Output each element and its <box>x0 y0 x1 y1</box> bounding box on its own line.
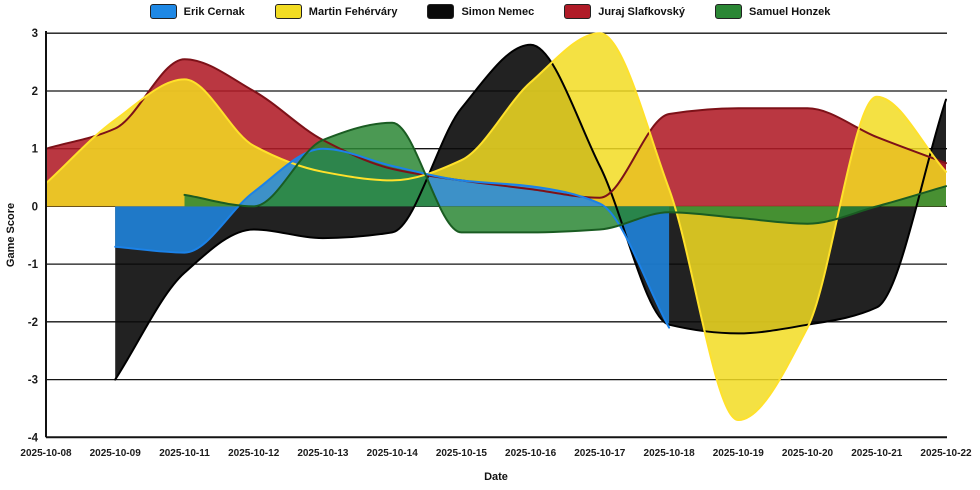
legend-label-martin-fehe-rva-ry: Martin Fehérváry <box>308 5 398 18</box>
x-tick-label-12: 2025-10-21 <box>851 448 903 459</box>
line-simon-nemec[interactable] <box>114 43 947 381</box>
legend: Erik Cernak Martin Fehérváry Simon Nemec Ju… <box>0 4 980 19</box>
line-martin-fehe-rva-ry[interactable] <box>45 32 947 421</box>
area-samuel-honzek[interactable] <box>184 122 947 233</box>
line-erik-cernak[interactable] <box>114 147 671 329</box>
legend-swatch-erik-cernak <box>149 4 177 19</box>
area-martin-fehe-rva-ry[interactable] <box>46 33 946 420</box>
legend-label-erik-cernak: Erik Cernak <box>183 5 245 18</box>
y-tick-label--4: -4 <box>28 432 39 444</box>
legend-item-samuel-honzek[interactable]: Samuel Honzek <box>715 4 830 19</box>
x-tick-label-1: 2025-10-09 <box>90 448 142 459</box>
y-tick-label-0: 0 <box>32 201 38 213</box>
x-tick-label-8: 2025-10-17 <box>574 448 626 459</box>
x-tick-label-10: 2025-10-19 <box>713 448 765 459</box>
legend-label-juraj-slafkovsky: Juraj Slafkovský <box>598 5 686 18</box>
y-tick-label--2: -2 <box>28 317 38 329</box>
legend-swatch-juraj-slafkovsky <box>564 4 592 19</box>
x-tick-label-7: 2025-10-16 <box>505 448 557 459</box>
y-tick-label--3: -3 <box>28 375 38 387</box>
x-axis-title: Date <box>484 471 508 483</box>
x-tick-label-6: 2025-10-15 <box>436 448 488 459</box>
x-tick-label-9: 2025-10-18 <box>644 448 696 459</box>
legend-label-simon-nemec: Simon Nemec <box>461 5 535 18</box>
y-tick-label-1: 1 <box>32 144 39 156</box>
y-tick-label-3: 3 <box>32 28 38 40</box>
y-tick-label-2: 2 <box>32 86 38 98</box>
legend-item-simon-nemec[interactable]: Simon Nemec <box>427 4 534 19</box>
line-juraj-slafkovsky[interactable] <box>45 58 947 199</box>
legend-item-juraj-slafkovsky[interactable]: Juraj Slafkovský <box>564 4 685 19</box>
legend-item-martin-fehe-rva-ry[interactable]: Martin Fehérváry <box>274 4 398 19</box>
x-tick-label-3: 2025-10-12 <box>228 448 280 459</box>
x-tick-label-0: 2025-10-08 <box>20 448 72 459</box>
line-samuel-honzek[interactable] <box>183 121 947 234</box>
x-tick-label-2: 2025-10-11 <box>159 448 210 459</box>
x-tick-label-11: 2025-10-20 <box>782 448 834 459</box>
area-erik-cernak[interactable] <box>115 148 670 328</box>
legend-label-samuel-honzek: Samuel Honzek <box>749 5 831 18</box>
y-tick-label--1: -1 <box>28 259 39 271</box>
legend-swatch-simon-nemec <box>427 4 455 19</box>
legend-swatch-martin-fehe-rva-ry <box>274 4 302 19</box>
x-tick-label-5: 2025-10-14 <box>367 448 419 459</box>
y-axis-title: Game Score <box>5 202 17 268</box>
legend-item-erik-cernak[interactable]: Erik Cernak <box>149 4 245 19</box>
x-tick-label-4: 2025-10-13 <box>297 448 349 459</box>
legend-swatch-samuel-honzek <box>715 4 743 19</box>
x-tick-label-13: 2025-10-22 <box>920 448 972 459</box>
